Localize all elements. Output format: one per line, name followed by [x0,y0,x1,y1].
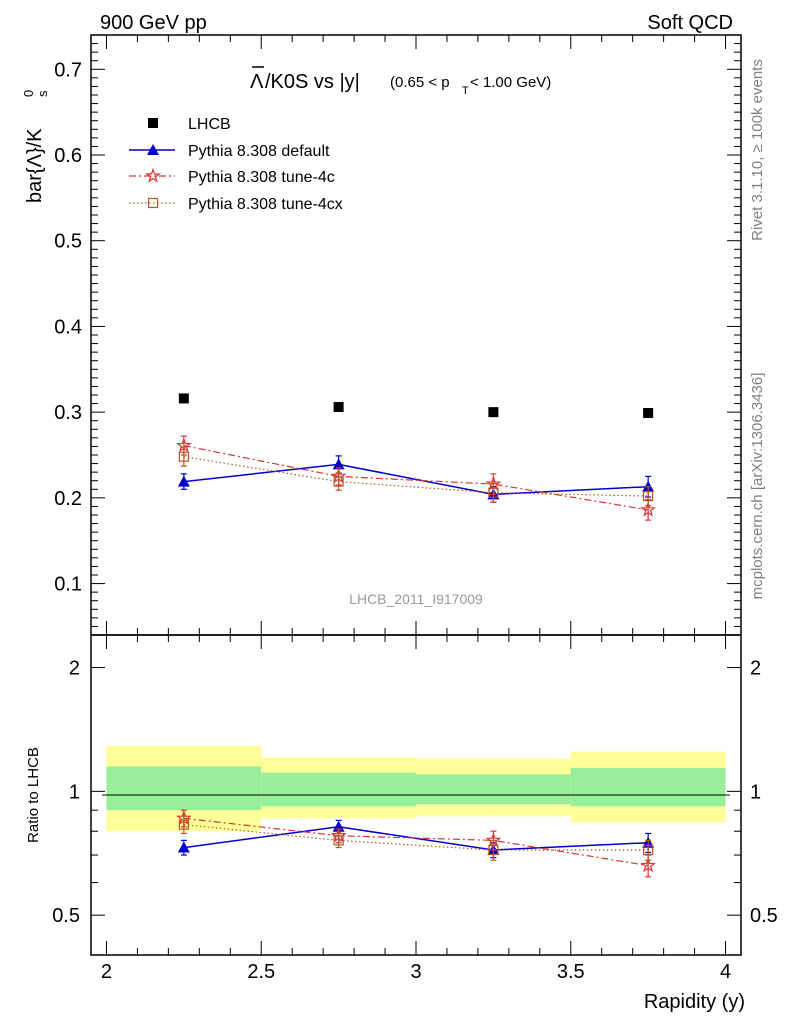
main-series-1-point-1 [332,458,345,470]
main-ytick-label-1: 0.2 [54,488,82,510]
title-bar-lambda: Λ [250,71,264,93]
ylabel-sup: 0 [21,90,36,97]
main-ytick-label-0: 0.1 [54,574,82,596]
ratio-band-inner-2 [416,774,571,805]
ratio-xtick-label-2: 3 [410,961,421,983]
main-series-1-point-0 [177,475,190,487]
ratio-series-2-line [183,824,649,851]
legend-label-4c: Pythia 8.308 tune-4c [188,169,335,186]
watermark: LHCB_2011_I917009 [349,591,483,607]
ratio-series-1-line [183,817,649,867]
ratio-series-2-point-3 [643,844,654,856]
title-cut-lead: (0.65 < p [390,74,450,91]
ratio-xtick-label-0: 2 [101,961,112,983]
ratio-xtick-label-4: 4 [720,961,731,983]
legend-marker-default [147,144,159,155]
main-series-3-point-3 [643,491,654,502]
main-series-3-point-1 [333,476,344,487]
main-ytick-label-5: 0.6 [54,145,82,167]
header-left: 900 GeV pp [100,12,207,34]
main-series-2-line [183,445,649,511]
ylabel-sub: s [35,90,50,97]
plot-title: Λ /K0S vs |y| (0.65 < p T < 1.00 GeV) [250,66,551,97]
main-series-2-point-3 [640,501,656,517]
ratio-series-1-point-3 [640,857,656,873]
main-series-0-point-1 [333,402,344,412]
ylabel-main: bar{Λ}/K [24,128,46,203]
ratio-xtick-label-1: 2.5 [247,961,275,983]
ratio-ticks: 0.5 0.5 1 1 2 2 2 2.5 3 3.5 4 [52,635,778,983]
ratio-ytick-label-left-2: 2 [69,658,80,680]
main-ticks: 0.1 0.2 0.3 0.4 0.5 0.6 0.7 [54,34,741,635]
main-series-3-line [183,456,649,497]
main-series-layer [176,393,656,521]
x-axis-label: Rapidity (y) [644,991,745,1013]
main-ytick-label-4: 0.5 [54,231,82,253]
ratio-ytick-label-left-0: 0.5 [52,905,80,927]
ratio-panel: 0.5 0.5 1 1 2 2 2 2.5 3 3.5 4 Ratio to LHCB [25,634,778,983]
ratio-series-0-point-0 [177,841,190,853]
mcplots-label: mcplots.cern.ch [arXiv:1306.3436] [749,373,766,600]
ratio-ytick-label-right-0: 0.5 [750,905,778,927]
ratio-series-2-point-1 [333,835,344,846]
main-ytick-label-3: 0.4 [54,316,82,338]
ratio-band-layer [106,745,726,832]
ratio-band-inner-3 [570,767,726,807]
main-series-2 [176,435,656,521]
rivet-label: Rivet 3.1.10, ≥ 100k events [749,59,766,241]
ratio-series-2 [178,815,654,861]
main-panel: 0.10.20.30.40.50.60.7 LHCB_2011_I917009 … [21,34,742,636]
ratio-ytick-label-right-2: 2 [750,658,761,680]
ratio-series-0-line [183,826,649,851]
ratio-band-inner-0 [106,766,262,811]
legend-marker-4c [144,167,162,183]
title-main: /K0S vs |y| [265,71,360,93]
main-series-0-point-0 [178,393,189,404]
legend-label-lhcb: LHCB [188,116,231,133]
main-series-1-line [183,463,649,496]
legend-marker-lhcb [148,118,158,128]
main-ytick-label-6: 0.7 [54,59,82,81]
ratio-series-2-point-0 [178,819,189,830]
legend-label-4cx: Pythia 8.308 tune-4cx [188,196,343,213]
ratio-series-layer [176,809,656,878]
title-cut-tail: < 1.00 GeV) [470,74,551,91]
legend-marker-4cx [147,197,159,209]
header-right: Soft QCD [647,12,733,34]
main-ytick-label-2: 0.3 [54,402,82,424]
ratio-ylabel: Ratio to LHCB [25,747,42,843]
ratio-band-inner-1 [261,772,416,807]
main-series-0-point-2 [488,407,499,418]
main-series-3 [178,446,654,507]
main-series-3-point-2 [488,487,499,498]
main-series-0 [178,393,654,418]
ratio-series-2-point-2 [488,844,499,856]
ratio-ytick-label-left-1: 1 [69,781,80,803]
ratio-ytick-label-right-1: 1 [750,781,761,803]
ratio-xtick-label-3: 3.5 [557,961,585,983]
title-cut-sub: T [462,85,469,97]
legend: LHCB Pythia 8.308 default Pythia 8.308 t… [129,116,343,213]
main-series-0-point-3 [643,408,654,418]
legend-label-default: Pythia 8.308 default [188,143,330,160]
main-ylabel: bar{Λ}/K 0 s [21,90,50,203]
main-series-3-point-0 [178,451,189,462]
